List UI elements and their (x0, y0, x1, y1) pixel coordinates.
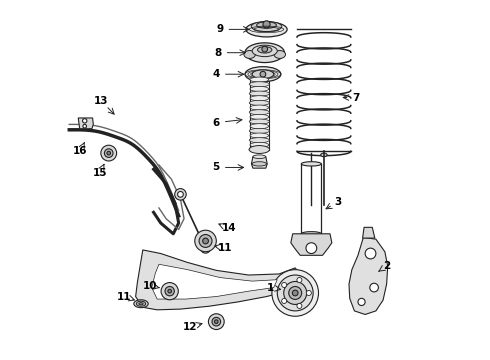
Circle shape (199, 234, 212, 247)
Ellipse shape (253, 155, 266, 158)
Circle shape (195, 230, 216, 252)
Ellipse shape (250, 114, 269, 120)
Text: 16: 16 (73, 146, 87, 156)
Ellipse shape (250, 77, 269, 82)
Polygon shape (78, 118, 93, 129)
Ellipse shape (257, 22, 276, 28)
Ellipse shape (134, 300, 148, 308)
Ellipse shape (249, 119, 270, 124)
Circle shape (263, 21, 270, 28)
Ellipse shape (249, 129, 270, 134)
Polygon shape (152, 264, 277, 299)
Ellipse shape (245, 67, 281, 82)
Circle shape (161, 283, 178, 300)
Circle shape (306, 243, 317, 253)
Text: 8: 8 (215, 48, 222, 58)
Circle shape (203, 238, 208, 244)
Ellipse shape (250, 105, 269, 110)
Ellipse shape (252, 45, 277, 57)
Text: 2: 2 (383, 261, 390, 271)
Circle shape (215, 320, 218, 323)
Circle shape (277, 275, 313, 311)
Circle shape (200, 243, 211, 253)
Polygon shape (291, 234, 332, 255)
Circle shape (358, 298, 365, 306)
Polygon shape (251, 157, 267, 168)
Ellipse shape (252, 162, 267, 166)
Ellipse shape (246, 22, 287, 37)
Circle shape (260, 71, 266, 77)
Circle shape (107, 151, 111, 155)
Ellipse shape (249, 82, 270, 87)
Text: 9: 9 (216, 24, 223, 35)
Circle shape (104, 149, 113, 157)
Ellipse shape (301, 231, 321, 236)
Circle shape (365, 248, 376, 259)
Circle shape (208, 314, 224, 329)
Ellipse shape (136, 301, 146, 306)
Polygon shape (136, 250, 300, 310)
Circle shape (203, 246, 208, 251)
Ellipse shape (249, 91, 270, 96)
Ellipse shape (250, 96, 269, 101)
Text: 3: 3 (335, 197, 342, 207)
Polygon shape (363, 227, 375, 238)
Text: 5: 5 (213, 162, 220, 172)
Circle shape (272, 270, 319, 316)
Text: 11: 11 (218, 243, 233, 253)
Circle shape (306, 291, 311, 296)
Circle shape (282, 283, 287, 288)
Circle shape (284, 282, 307, 305)
Ellipse shape (249, 138, 270, 143)
Circle shape (370, 283, 378, 292)
Ellipse shape (250, 86, 269, 91)
Text: 1: 1 (267, 283, 274, 293)
Ellipse shape (249, 110, 270, 115)
Ellipse shape (249, 100, 270, 105)
Text: 7: 7 (352, 93, 360, 103)
Ellipse shape (249, 147, 270, 152)
Text: 4: 4 (213, 69, 220, 79)
Circle shape (83, 125, 87, 128)
Polygon shape (349, 237, 388, 315)
Ellipse shape (258, 46, 272, 53)
Text: 12: 12 (183, 322, 198, 332)
Circle shape (297, 278, 302, 283)
Circle shape (175, 189, 186, 200)
Circle shape (262, 46, 268, 52)
Text: 13: 13 (94, 96, 109, 106)
Ellipse shape (251, 22, 282, 32)
Ellipse shape (301, 162, 321, 166)
Ellipse shape (252, 70, 274, 78)
Text: 14: 14 (221, 224, 236, 233)
Ellipse shape (139, 303, 143, 305)
Ellipse shape (245, 43, 285, 63)
Ellipse shape (249, 145, 270, 153)
Circle shape (168, 289, 172, 293)
Circle shape (212, 318, 220, 326)
Text: 10: 10 (143, 281, 157, 291)
Ellipse shape (250, 142, 269, 147)
Ellipse shape (274, 50, 286, 58)
Circle shape (289, 287, 302, 300)
Ellipse shape (244, 50, 255, 58)
Ellipse shape (250, 133, 269, 138)
Text: 15: 15 (93, 168, 107, 178)
Circle shape (101, 145, 117, 161)
Circle shape (297, 303, 302, 309)
Circle shape (82, 119, 87, 123)
Ellipse shape (320, 153, 327, 157)
Ellipse shape (250, 124, 269, 129)
Text: 6: 6 (213, 118, 220, 128)
Circle shape (293, 290, 298, 296)
Circle shape (282, 298, 287, 303)
Text: 11: 11 (117, 292, 131, 302)
Circle shape (165, 287, 174, 296)
Circle shape (177, 192, 183, 197)
